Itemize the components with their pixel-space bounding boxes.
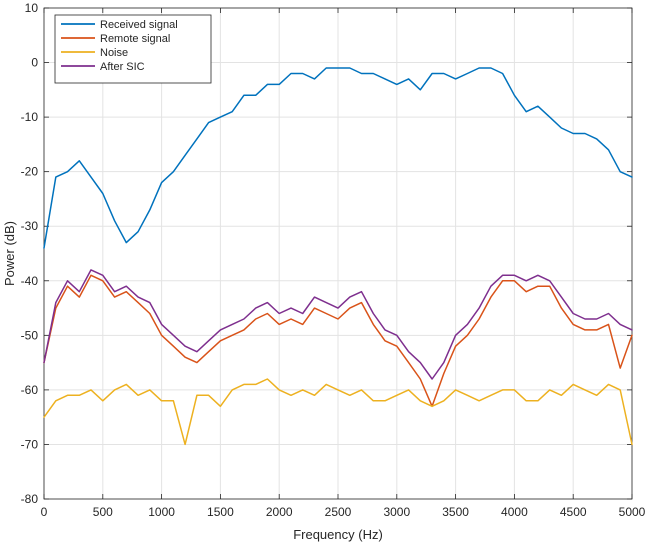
x-tick-label: 0 <box>41 505 48 519</box>
x-tick-label: 1500 <box>207 505 234 519</box>
x-tick-label: 4500 <box>560 505 587 519</box>
y-tick-label: -30 <box>21 219 39 233</box>
tick-marks <box>43 7 633 500</box>
y-tick-label: -40 <box>21 274 39 288</box>
tick-labels: 0 500 1000 1500 2000 2500 3000 3500 4000 4500 5000… <box>21 1 646 519</box>
legend-label: Noise <box>100 47 128 59</box>
y-tick-label: -50 <box>21 328 39 342</box>
series-line-noise <box>43 378 633 446</box>
x-tick-label: 2000 <box>266 505 293 519</box>
legend-label: Received signal <box>100 19 178 31</box>
y-tick-label: -20 <box>21 165 39 179</box>
y-tick-label: -60 <box>21 383 39 397</box>
legend-box <box>54 14 212 84</box>
series-line-received-signal <box>43 67 633 249</box>
x-tick-label: 4000 <box>501 505 528 519</box>
x-axis-label: Frequency (Hz) <box>293 527 383 542</box>
series-layer <box>43 67 633 446</box>
y-tick-label: 10 <box>25 1 39 15</box>
y-tick-label: -80 <box>21 492 39 506</box>
y-axis-label: Power (dB) <box>2 221 17 286</box>
x-tick-label: 3500 <box>442 505 469 519</box>
legend-label: After SIC <box>100 61 145 73</box>
legend-label: Remote signal <box>100 33 170 45</box>
x-tick-label: 2500 <box>325 505 352 519</box>
series-line-remote-signal <box>43 274 633 408</box>
y-tick-label: 0 <box>31 56 38 70</box>
x-tick-label: 500 <box>93 505 113 519</box>
y-tick-label: -70 <box>21 437 39 451</box>
x-tick-label: 1000 <box>148 505 175 519</box>
y-tick-label: -10 <box>21 110 39 124</box>
legend: Received signal Remote signal Noise After S… <box>54 14 212 84</box>
series-line-after-sic <box>43 269 633 380</box>
x-tick-label: 5000 <box>619 505 646 519</box>
x-tick-label: 3000 <box>383 505 410 519</box>
